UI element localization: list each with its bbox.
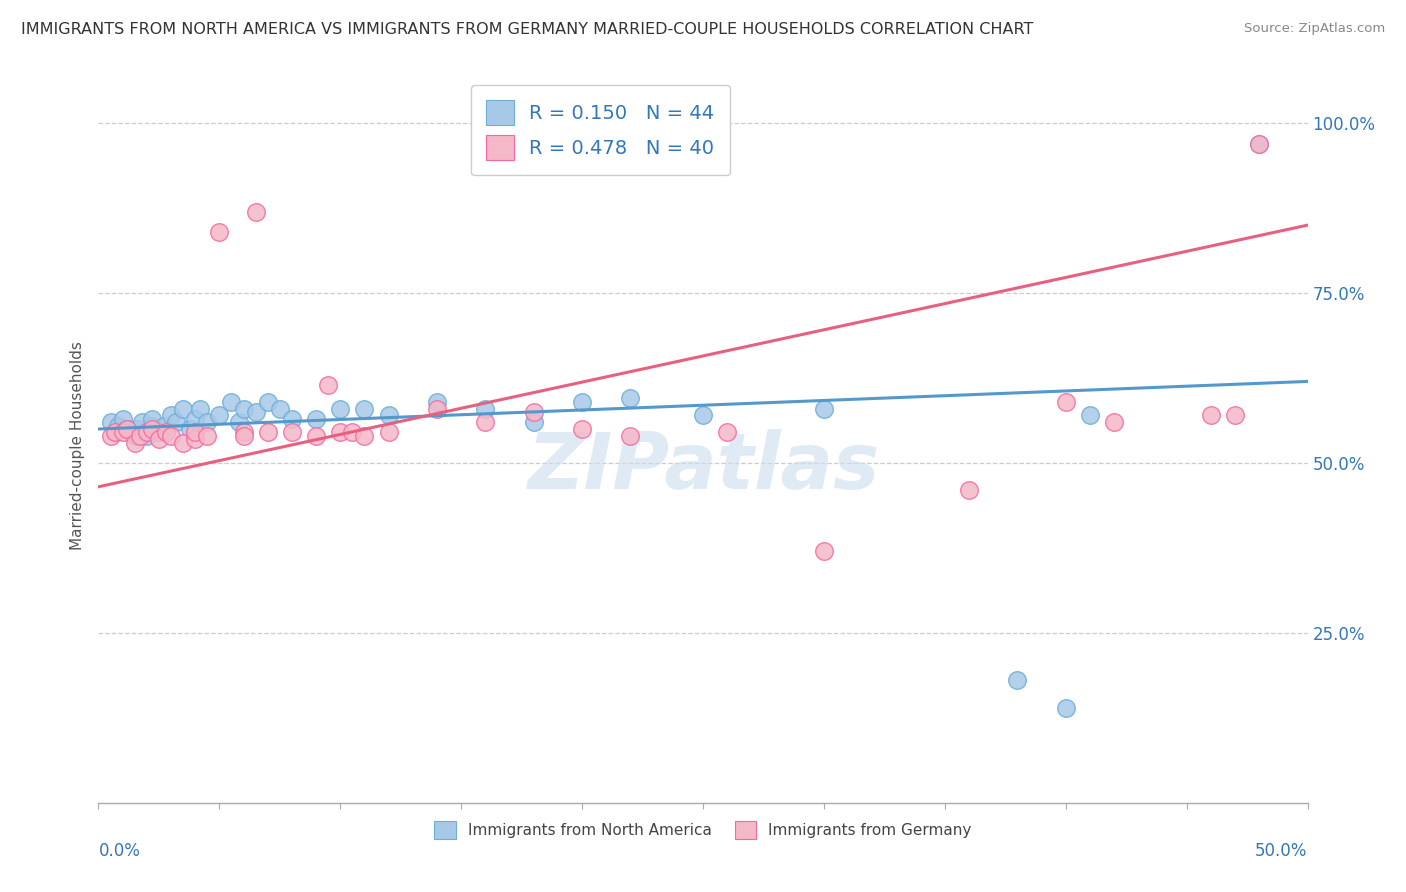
Point: [957, 483, 980, 498]
Text: 50.0%: 50.0%: [1256, 842, 1308, 860]
Point: [305, 429, 328, 443]
Point: [1249, 136, 1271, 151]
Point: [141, 418, 163, 433]
Point: [245, 405, 267, 419]
Point: [128, 429, 150, 443]
Point: [208, 409, 231, 423]
Point: [135, 425, 157, 440]
Point: [1249, 136, 1271, 151]
Point: [1054, 394, 1077, 409]
Point: [179, 422, 201, 436]
Point: [716, 425, 738, 440]
Point: [245, 204, 267, 219]
Point: [232, 429, 254, 443]
Point: [692, 409, 714, 423]
Point: [155, 425, 177, 440]
Point: [118, 425, 141, 440]
Point: [269, 401, 291, 416]
Point: [228, 415, 250, 429]
Point: [148, 432, 170, 446]
Point: [100, 415, 122, 429]
Point: [131, 415, 153, 429]
Point: [329, 401, 352, 416]
Point: [426, 401, 449, 416]
Point: [256, 394, 278, 409]
Point: [195, 429, 218, 443]
Point: [107, 418, 129, 433]
Point: [523, 405, 546, 419]
Point: [316, 377, 339, 392]
Point: [135, 429, 157, 443]
Point: [172, 401, 194, 416]
Point: [188, 401, 211, 416]
Point: [1102, 415, 1125, 429]
Text: IMMIGRANTS FROM NORTH AMERICA VS IMMIGRANTS FROM GERMANY MARRIED-COUPLE HOUSEHOL: IMMIGRANTS FROM NORTH AMERICA VS IMMIGRA…: [21, 22, 1033, 37]
Point: [305, 412, 328, 426]
Point: [111, 412, 134, 426]
Point: [104, 425, 127, 440]
Point: [232, 401, 254, 416]
Point: [619, 429, 641, 443]
Point: [426, 394, 449, 409]
Point: [232, 425, 254, 440]
Point: [148, 425, 170, 440]
Point: [165, 415, 187, 429]
Point: [141, 422, 163, 436]
Text: 0.0%: 0.0%: [98, 842, 141, 860]
Point: [353, 401, 375, 416]
Point: [111, 425, 134, 440]
Point: [160, 409, 183, 423]
Point: [117, 422, 139, 436]
Point: [329, 425, 352, 440]
Point: [208, 225, 231, 239]
Text: ZIPatlas: ZIPatlas: [527, 429, 879, 506]
Point: [184, 412, 207, 426]
Point: [195, 415, 218, 429]
Point: [1054, 700, 1077, 714]
Point: [117, 422, 139, 436]
Point: [377, 409, 399, 423]
Point: [342, 425, 364, 440]
Point: [172, 435, 194, 450]
Point: [1199, 409, 1222, 423]
Point: [104, 425, 127, 440]
Point: [184, 425, 207, 440]
Point: [523, 415, 546, 429]
Point: [1078, 409, 1101, 423]
Point: [1223, 409, 1246, 423]
Point: [377, 425, 399, 440]
Point: [281, 425, 304, 440]
Point: [813, 401, 835, 416]
Point: [124, 435, 146, 450]
Point: [141, 412, 163, 426]
Point: [127, 422, 149, 436]
Point: [281, 412, 304, 426]
Point: [256, 425, 278, 440]
Point: [124, 429, 146, 443]
Point: [152, 418, 174, 433]
Point: [100, 429, 122, 443]
Point: [474, 401, 496, 416]
Point: [160, 429, 183, 443]
Point: [571, 422, 593, 436]
Point: [221, 394, 243, 409]
Y-axis label: Married-couple Households: Married-couple Households: [69, 342, 84, 550]
Text: Source: ZipAtlas.com: Source: ZipAtlas.com: [1244, 22, 1385, 36]
Legend: Immigrants from North America, Immigrants from Germany: Immigrants from North America, Immigrant…: [429, 815, 977, 845]
Point: [353, 429, 375, 443]
Point: [813, 544, 835, 558]
Point: [474, 415, 496, 429]
Point: [571, 394, 593, 409]
Point: [1007, 673, 1029, 688]
Point: [619, 392, 641, 406]
Point: [184, 432, 207, 446]
